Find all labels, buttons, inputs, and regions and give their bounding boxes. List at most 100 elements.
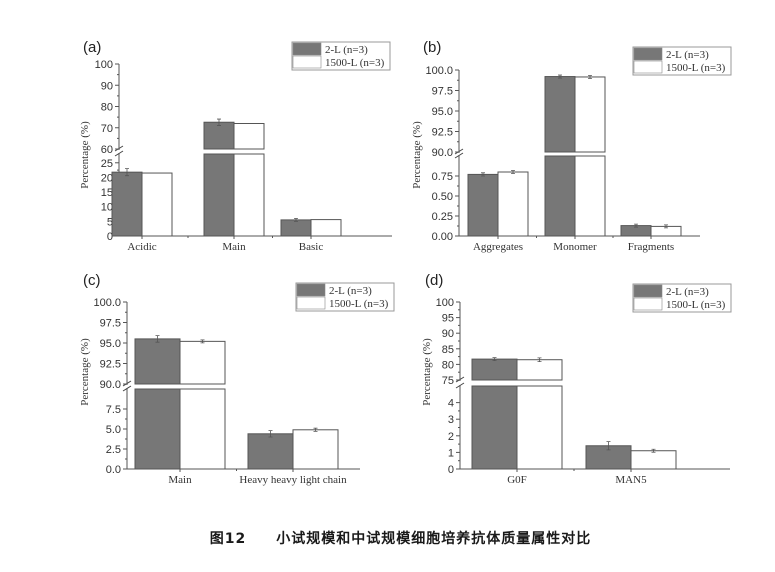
- bar: [141, 172, 173, 237]
- x-category-label: Acidic: [127, 241, 156, 253]
- error-bar: [511, 170, 515, 174]
- legend-swatch-1500l: [633, 297, 663, 311]
- error-bar: [634, 223, 638, 228]
- y-tick-label: 5: [107, 216, 113, 228]
- chart-legend: 2-L (n=3)1500-L (n=3): [291, 41, 391, 71]
- error-bar: [664, 224, 668, 229]
- chart-panel-d: (d) Percentage (%) 75 80 85 90 95 100 0 1 2 3 4 G0F MA…: [395, 262, 775, 502]
- error-bar: [492, 357, 497, 361]
- y-tick-label: 97.5: [432, 86, 453, 98]
- y-tick-label: 97.5: [100, 318, 121, 330]
- x-category-label: Main: [168, 474, 192, 486]
- panel-label: (a): [83, 39, 101, 56]
- y-tick-label: 92.5: [100, 359, 121, 371]
- error-bar: [651, 448, 656, 453]
- error-bar: [588, 75, 592, 79]
- y-tick-label: 100.0: [425, 65, 453, 77]
- x-category-label: Main: [222, 241, 246, 253]
- bar: [203, 118, 235, 237]
- x-category-label: Fragments: [628, 241, 674, 253]
- legend-swatch-2l: [633, 284, 663, 298]
- figure-caption: 图12 小试规模和中试规模细胞培养抗体质量属性对比: [198, 512, 591, 548]
- legend-label: 1500-L (n=3): [666, 62, 726, 74]
- error-bar: [155, 335, 160, 343]
- y-tick-label: 100.0: [93, 297, 121, 309]
- legend-label: 1500-L (n=3): [666, 299, 726, 311]
- bar: [516, 357, 563, 470]
- y-tick-label: 5.0: [106, 424, 121, 436]
- bar: [233, 123, 265, 237]
- error-bar: [481, 172, 485, 177]
- caption-number: 图12: [209, 531, 247, 547]
- y-tick-label: 75: [442, 375, 454, 387]
- chart-legend: 2-L (n=3)1500-L (n=3): [632, 283, 732, 313]
- error-bar: [200, 339, 205, 344]
- y-tick-label: 95.0: [432, 106, 453, 118]
- bars: [467, 74, 682, 237]
- error-bar: [558, 74, 562, 79]
- y-tick-label: 0.00: [432, 231, 453, 243]
- y-tick-label: 4: [448, 398, 454, 410]
- legend-label: 2-L (n=3): [666, 49, 709, 61]
- bar-chart-c: (c) Percentage (%) 90.0 92.5 95.0 97.5 100.0 0.…: [79, 272, 395, 486]
- y-tick-label: 70: [101, 123, 113, 135]
- bar: [292, 427, 339, 470]
- legend-swatch-2l: [292, 42, 322, 56]
- y-tick-label: 90: [442, 328, 454, 340]
- bar: [497, 170, 529, 237]
- bar-chart-b: (b) Percentage (%) 90.0 92.5 95.0 97.5 100.0 0.…: [411, 39, 732, 253]
- y-tick-label: 60: [101, 144, 113, 156]
- y-tick-label: 10: [101, 202, 113, 214]
- error-bar: [268, 430, 273, 438]
- bar: [630, 448, 677, 470]
- y-axis-label: Percentage (%): [79, 121, 91, 189]
- y-tick-label: 20: [101, 172, 113, 184]
- bar: [650, 224, 682, 237]
- axes: 90.0 92.5 95.0 97.5 100.0 0.00 0.25 0.50 0.75 Agg…: [425, 65, 700, 253]
- panel-label: (d): [425, 272, 443, 289]
- panel-label: (b): [423, 39, 441, 56]
- y-tick-label: 90: [101, 80, 113, 92]
- y-tick-label: 0.50: [432, 191, 453, 203]
- y-tick-label: 95: [442, 313, 454, 325]
- x-category-label: Heavy heavy light chain: [239, 474, 347, 486]
- y-tick-label: 2.5: [106, 444, 121, 456]
- y-tick-label: 3: [448, 414, 454, 426]
- bar: [310, 219, 342, 237]
- legend-label: 1500-L (n=3): [329, 298, 389, 310]
- y-tick-label: 95.0: [100, 338, 121, 350]
- y-tick-label: 100: [436, 297, 454, 309]
- bars: [471, 357, 677, 470]
- legend-label: 2-L (n=3): [329, 285, 372, 297]
- y-tick-label: 15: [101, 187, 113, 199]
- legend-swatch-1500l: [292, 55, 322, 69]
- bar-chart-d: (d) Percentage (%) 75 80 85 90 95 100 0 1 2 3 4 G0F MA…: [421, 272, 732, 486]
- bar: [111, 168, 143, 237]
- bar: [574, 75, 606, 237]
- y-tick-label: 25: [101, 158, 113, 170]
- error-bar: [217, 118, 221, 126]
- bar: [280, 217, 312, 237]
- chart-panel-a: (a) Percentage (%) 60 70 80 90 100 0 5 10 15 20 25 Ac…: [0, 0, 400, 260]
- y-tick-label: 0.0: [106, 464, 121, 476]
- chart-legend: 2-L (n=3)1500-L (n=3): [632, 46, 732, 76]
- chart-legend: 2-L (n=3)1500-L (n=3): [295, 282, 395, 312]
- error-bar: [606, 441, 611, 451]
- bar: [247, 430, 294, 470]
- x-category-label: Basic: [299, 241, 324, 253]
- y-tick-label: 1: [448, 447, 454, 459]
- bar: [471, 357, 518, 470]
- y-tick-label: 80: [442, 359, 454, 371]
- bar: [585, 441, 632, 470]
- legend-label: 2-L (n=3): [325, 44, 368, 56]
- x-category-label: MAN5: [615, 474, 647, 486]
- bar: [134, 335, 181, 470]
- chart-panel-c: (c) Percentage (%) 90.0 92.5 95.0 97.5 100.0 0.…: [0, 262, 400, 502]
- x-category-label: G0F: [507, 474, 527, 486]
- x-category-label: Aggregates: [473, 241, 523, 253]
- bar: [179, 339, 226, 470]
- error-bar: [537, 357, 542, 362]
- y-axis-label: Percentage (%): [79, 338, 91, 406]
- y-tick-label: 7.5: [106, 404, 121, 416]
- legend-label: 2-L (n=3): [666, 286, 709, 298]
